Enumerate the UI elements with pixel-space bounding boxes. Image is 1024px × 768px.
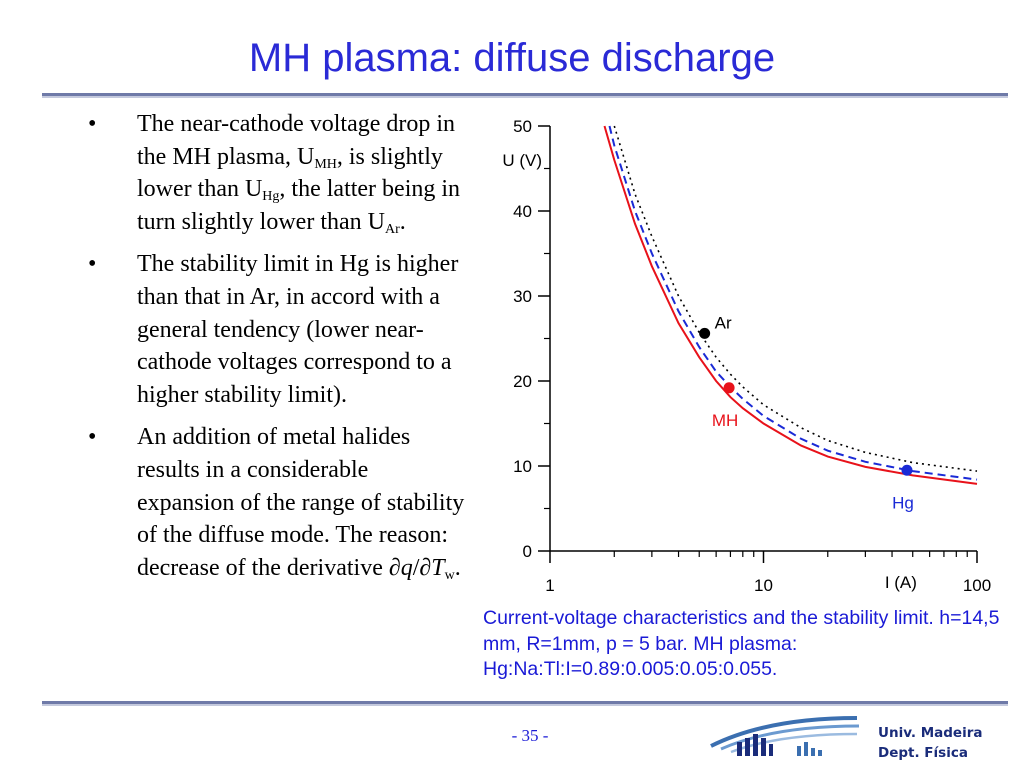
bullet-item: • The near-cathode voltage drop in the M… (80, 108, 470, 238)
bullet-item: • An addition of metal halides results i… (80, 421, 470, 584)
x-tick-label: 10 (754, 576, 773, 595)
bullet-marker: • (88, 251, 97, 278)
y-axis-label: U (V) (502, 151, 542, 170)
x-tick-label: 100 (963, 576, 991, 595)
bullet-item: • The stability limit in Hg is higher th… (80, 248, 470, 411)
bullet-text: An addition of metal halides results in … (137, 424, 465, 583)
series-line-solid (603, 125, 978, 485)
bottom-divider (42, 701, 1008, 704)
y-tick-label: 30 (513, 287, 532, 306)
chart-points: Ar MH Hg (699, 313, 914, 512)
bullet-text: The stability limit in Hg is higher than… (137, 251, 459, 408)
y-tick-label: 0 (523, 542, 532, 561)
slide-title: MH plasma: diffuse discharge (248, 36, 776, 80)
chart-series (603, 125, 978, 485)
chart-axes: 0 10 20 30 40 50 1 10 100 U (V) I (A) (502, 117, 991, 595)
y-tick-label: 40 (513, 202, 532, 221)
institution-line2: Dept. Física (878, 745, 968, 761)
point-label-mh: MH (712, 411, 738, 430)
stability-point-ar (699, 327, 711, 339)
top-divider (42, 93, 1008, 96)
y-tick-label: 20 (513, 372, 532, 391)
page-number: - 35 - (511, 726, 549, 745)
point-label-hg: Hg (892, 493, 914, 512)
stability-point-hg (901, 464, 913, 476)
y-tick-label: 50 (513, 117, 532, 136)
series-line-dashed (608, 125, 978, 481)
institution-label: Univ. Madeira Dept. Física (878, 723, 983, 763)
institution-line1: Univ. Madeira (878, 725, 983, 741)
stability-point-mh (723, 382, 735, 394)
iv-chart: 0 10 20 30 40 50 1 10 100 U (V) I (A) Ar MH Hg (502, 117, 991, 595)
bullet-list: • The near-cathode voltage drop in the M… (80, 108, 470, 594)
bullet-text: The near-cathode voltage drop in the MH … (137, 111, 461, 237)
x-axis-label: I (A) (885, 573, 917, 592)
series-line-dotted (613, 125, 978, 472)
bullet-marker: • (88, 424, 97, 451)
y-tick-label: 10 (513, 457, 532, 476)
bullet-marker: • (88, 111, 97, 137)
university-logo (710, 716, 860, 756)
x-tick-label: 1 (545, 576, 554, 595)
figure-caption: Current-voltage characteristics and the … (483, 607, 1000, 680)
point-label-ar: Ar (715, 313, 732, 332)
